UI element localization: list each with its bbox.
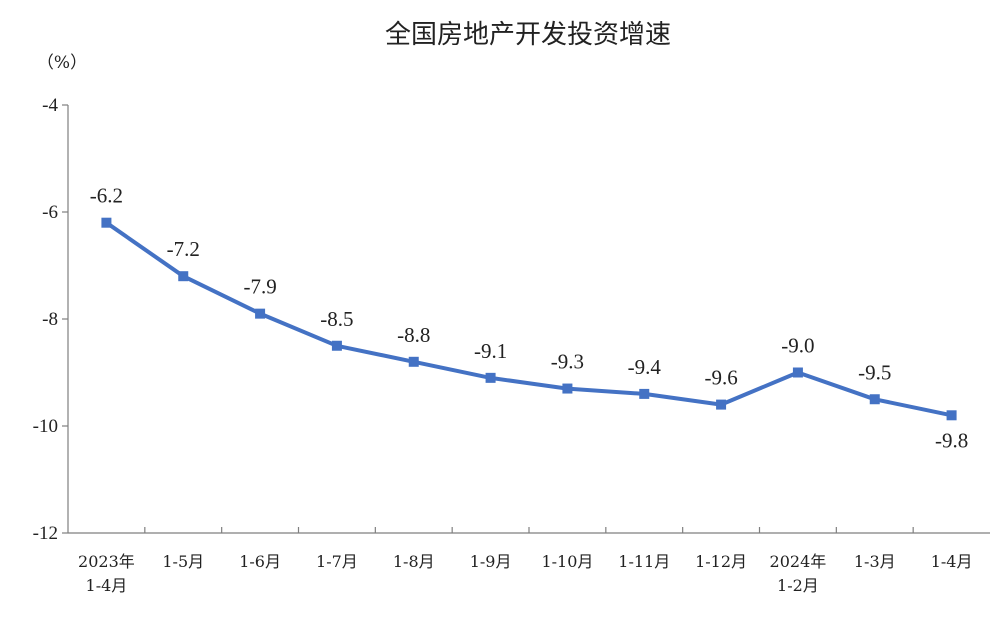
data-label: -9.4 (628, 355, 662, 379)
x-tick-label: 1-3月 (854, 552, 896, 571)
x-tick-label: 1-11月 (618, 552, 670, 571)
y-tick-label: -6 (42, 202, 58, 223)
x-axis-ticks: 2023年 1-4月 1-5月 1-6月 1-7月 1-8月 1-9月 1-10月 1-11月 1… (78, 527, 972, 595)
data-point (792, 367, 803, 378)
x-tick-label: 1-12月 (695, 552, 747, 571)
data-label: -9.1 (474, 339, 507, 363)
data-point (101, 217, 112, 228)
data-point (331, 340, 342, 351)
data-label: -7.2 (167, 237, 200, 261)
x-tick-label: 1-7月 (316, 552, 358, 571)
x-tick-label: 1-6月 (239, 552, 281, 571)
data-label: -8.5 (320, 307, 353, 331)
data-label: -9.6 (704, 366, 737, 390)
data-point (639, 388, 650, 399)
x-tick-label: 1-4月 (931, 552, 973, 571)
series-group: -6.2 -7.2 -7.9 -8.5 -8.8 -9.1 -9.3 -9.4 -9.6 -9.0… (90, 184, 968, 453)
data-label: -8.8 (397, 323, 430, 347)
y-tick-label: -8 (42, 309, 58, 330)
data-point (716, 399, 727, 410)
data-point (408, 356, 419, 367)
chart-title: 全国房地产开发投资增速 (385, 20, 671, 50)
y-tick-label: -4 (42, 95, 58, 116)
data-point (178, 271, 189, 282)
x-tick-label: 1-10月 (541, 552, 593, 571)
data-point (869, 394, 880, 405)
data-point (946, 410, 957, 421)
data-label: -9.3 (551, 350, 584, 374)
data-label: -7.9 (243, 275, 276, 299)
y-tick-label: -10 (33, 416, 58, 437)
series-line (104, 220, 954, 418)
data-label: -6.2 (90, 184, 123, 208)
data-label: -9.8 (935, 428, 968, 452)
x-tick-label: 2024年 (770, 552, 827, 571)
x-tick-label: 1-9月 (470, 552, 512, 571)
x-tick-label: 1-5月 (162, 552, 204, 571)
data-label: -9.0 (781, 334, 814, 358)
y-axis-unit: （%） (37, 53, 87, 73)
data-point (485, 372, 496, 383)
x-tick-label: 1-8月 (393, 552, 435, 571)
x-tick-label: 1-4月 (86, 576, 128, 595)
data-point (255, 308, 266, 319)
data-label: -9.5 (858, 360, 891, 384)
data-point (562, 383, 573, 394)
y-axis-ticks: -4 -6 -8 -10 -12 (33, 95, 68, 544)
y-tick-label: -12 (33, 523, 58, 544)
x-tick-label: 2023年 (78, 552, 135, 571)
x-tick-label: 1-2月 (777, 576, 819, 595)
